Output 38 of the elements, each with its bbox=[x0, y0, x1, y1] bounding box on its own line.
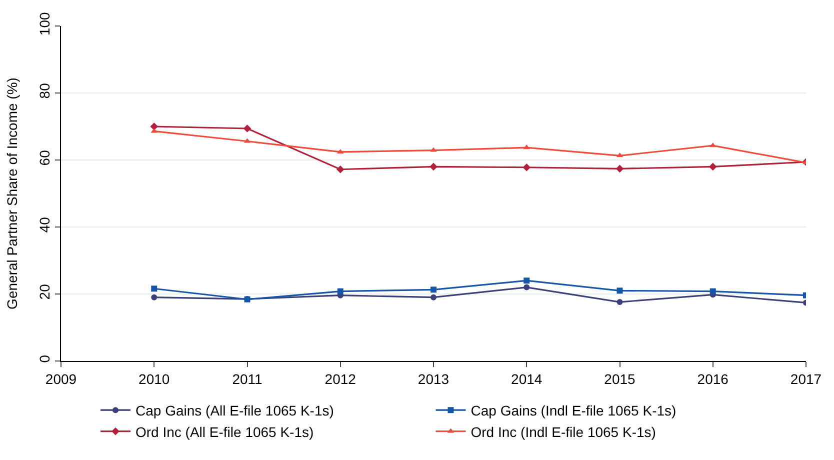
x-tick-label: 2011 bbox=[232, 370, 263, 387]
point bbox=[243, 124, 252, 132]
y-axis-title: General Partner Share of Income (%) bbox=[4, 78, 20, 310]
point bbox=[430, 147, 437, 152]
point bbox=[430, 162, 438, 171]
legend-label: Ord Inc (All E-file 1065 K-1s) bbox=[136, 424, 314, 440]
point bbox=[430, 286, 436, 293]
x-tick-label: 2009 bbox=[45, 370, 77, 387]
x-tick-label: 2015 bbox=[604, 370, 636, 387]
x-tick-label: 2014 bbox=[511, 370, 542, 387]
y-tick-label: 100 bbox=[36, 12, 52, 36]
y-tick-label: 80 bbox=[36, 82, 52, 99]
point bbox=[337, 288, 344, 294]
point bbox=[524, 284, 530, 290]
point bbox=[151, 294, 158, 300]
point bbox=[524, 278, 530, 284]
point bbox=[616, 299, 623, 306]
point bbox=[616, 288, 623, 294]
y-tick-label: 40 bbox=[36, 216, 52, 233]
point bbox=[616, 164, 624, 173]
legend-label: Cap Gains (Indl E-file 1065 K-1s) bbox=[470, 402, 676, 419]
y-tick-label: 60 bbox=[36, 150, 52, 166]
x-tick-label: 2017 bbox=[790, 370, 822, 387]
y-tick-label: 20 bbox=[36, 284, 52, 300]
x-tick-label: 2010 bbox=[138, 370, 170, 387]
point bbox=[710, 288, 716, 294]
legend-label: Ord Inc (Indl E-file 1065 K-1s) bbox=[470, 424, 656, 440]
x-tick-label: 2013 bbox=[418, 370, 450, 387]
point bbox=[150, 122, 158, 130]
point bbox=[336, 165, 344, 174]
point bbox=[522, 163, 531, 172]
x-tick-label: 2016 bbox=[697, 370, 729, 387]
point bbox=[708, 162, 717, 171]
x-tick-label: 2012 bbox=[324, 370, 356, 387]
point bbox=[430, 294, 436, 300]
legend-label: Cap Gains (All E-file 1065 K-1s) bbox=[136, 402, 334, 419]
point bbox=[151, 286, 158, 292]
y-tick-label: 0 bbox=[36, 354, 52, 363]
